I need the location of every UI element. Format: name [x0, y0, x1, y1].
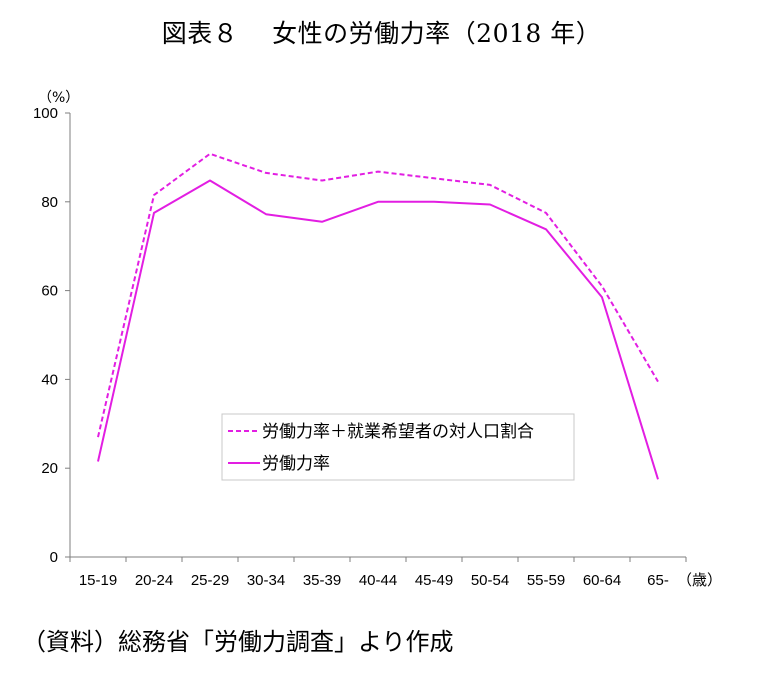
chart-title: 図表８ 女性の労働力率（2018 年）: [161, 19, 602, 48]
legend-label-solid: 労働力率: [262, 454, 330, 474]
x-tick-label: 55-59: [527, 572, 565, 589]
line-chart: 0 20 40 60 80 100 15-19 20-24 25-29 30-34 35-39 40…: [33, 90, 722, 589]
x-tick-label: 40-44: [359, 572, 397, 589]
x-tick-labels: 15-19 20-24 25-29 30-34 35-39 40-44 45-49 50-54…: [79, 572, 669, 589]
x-tick-label: 25-29: [191, 572, 229, 589]
legend: 労働力率＋就業希望者の対人口割合 労働力率: [221, 413, 575, 481]
x-tick-label: 65-: [647, 572, 669, 589]
x-tick-label: 15-19: [79, 572, 117, 589]
y-tick-label: 100: [33, 105, 58, 122]
x-tick-label: 45-49: [415, 572, 453, 589]
y-tick-label: 40: [41, 371, 58, 388]
legend-label-dashed: 労働力率＋就業希望者の対人口割合: [262, 422, 534, 442]
x-tick-label: 20-24: [135, 572, 173, 589]
y-axis-unit: （%）: [38, 90, 79, 106]
y-tick-labels: 0 20 40 60 80 100: [33, 105, 58, 566]
y-tick-label: 60: [41, 283, 58, 300]
axes: [65, 112, 687, 562]
y-tick-label: 20: [41, 460, 58, 477]
x-tick-label: 50-54: [471, 572, 509, 589]
series-lines: [97, 152, 659, 480]
x-tick-label: 30-34: [247, 572, 285, 589]
y-tick-label: 80: [41, 194, 58, 211]
x-axis-unit: （歳）: [677, 572, 722, 589]
x-tick-label: 35-39: [303, 572, 341, 589]
x-tick-label: 60-64: [583, 572, 621, 589]
source-note: （資料）総務省「労働力調査」より作成: [22, 628, 454, 656]
legend-box: [221, 413, 575, 481]
y-tick-label: 0: [50, 549, 58, 566]
